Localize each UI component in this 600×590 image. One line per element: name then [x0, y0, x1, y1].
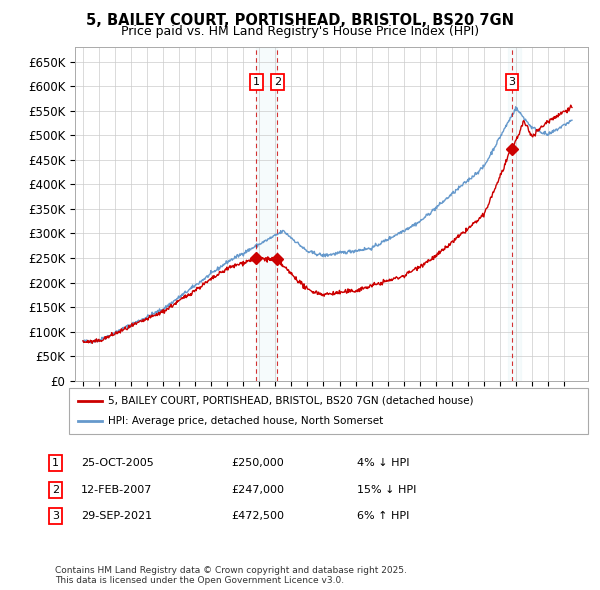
Text: 6% ↑ HPI: 6% ↑ HPI [357, 512, 409, 521]
Text: HPI: Average price, detached house, North Somerset: HPI: Average price, detached house, Nort… [108, 416, 383, 426]
Text: £250,000: £250,000 [231, 458, 284, 468]
Text: £472,500: £472,500 [231, 512, 284, 521]
Text: Contains HM Land Registry data © Crown copyright and database right 2025.
This d: Contains HM Land Registry data © Crown c… [55, 566, 407, 585]
Bar [256, 47, 277, 381]
Text: 4% ↓ HPI: 4% ↓ HPI [357, 458, 409, 468]
Text: 2: 2 [52, 485, 59, 494]
Text: £247,000: £247,000 [231, 485, 284, 494]
Text: 5, BAILEY COURT, PORTISHEAD, BRISTOL, BS20 7GN (detached house): 5, BAILEY COURT, PORTISHEAD, BRISTOL, BS… [108, 395, 473, 405]
Text: 25-OCT-2005: 25-OCT-2005 [81, 458, 154, 468]
Text: 1: 1 [52, 458, 59, 468]
Text: Price paid vs. HM Land Registry's House Price Index (HPI): Price paid vs. HM Land Registry's House … [121, 25, 479, 38]
Text: 5, BAILEY COURT, PORTISHEAD, BRISTOL, BS20 7GN: 5, BAILEY COURT, PORTISHEAD, BRISTOL, BS… [86, 13, 514, 28]
Text: 3: 3 [52, 512, 59, 521]
Text: 12-FEB-2007: 12-FEB-2007 [81, 485, 152, 494]
Text: 3: 3 [508, 77, 515, 87]
Text: 1: 1 [253, 77, 260, 87]
Bar [508, 47, 521, 381]
Text: 15% ↓ HPI: 15% ↓ HPI [357, 485, 416, 494]
Text: 29-SEP-2021: 29-SEP-2021 [81, 512, 152, 521]
Text: 2: 2 [274, 77, 281, 87]
